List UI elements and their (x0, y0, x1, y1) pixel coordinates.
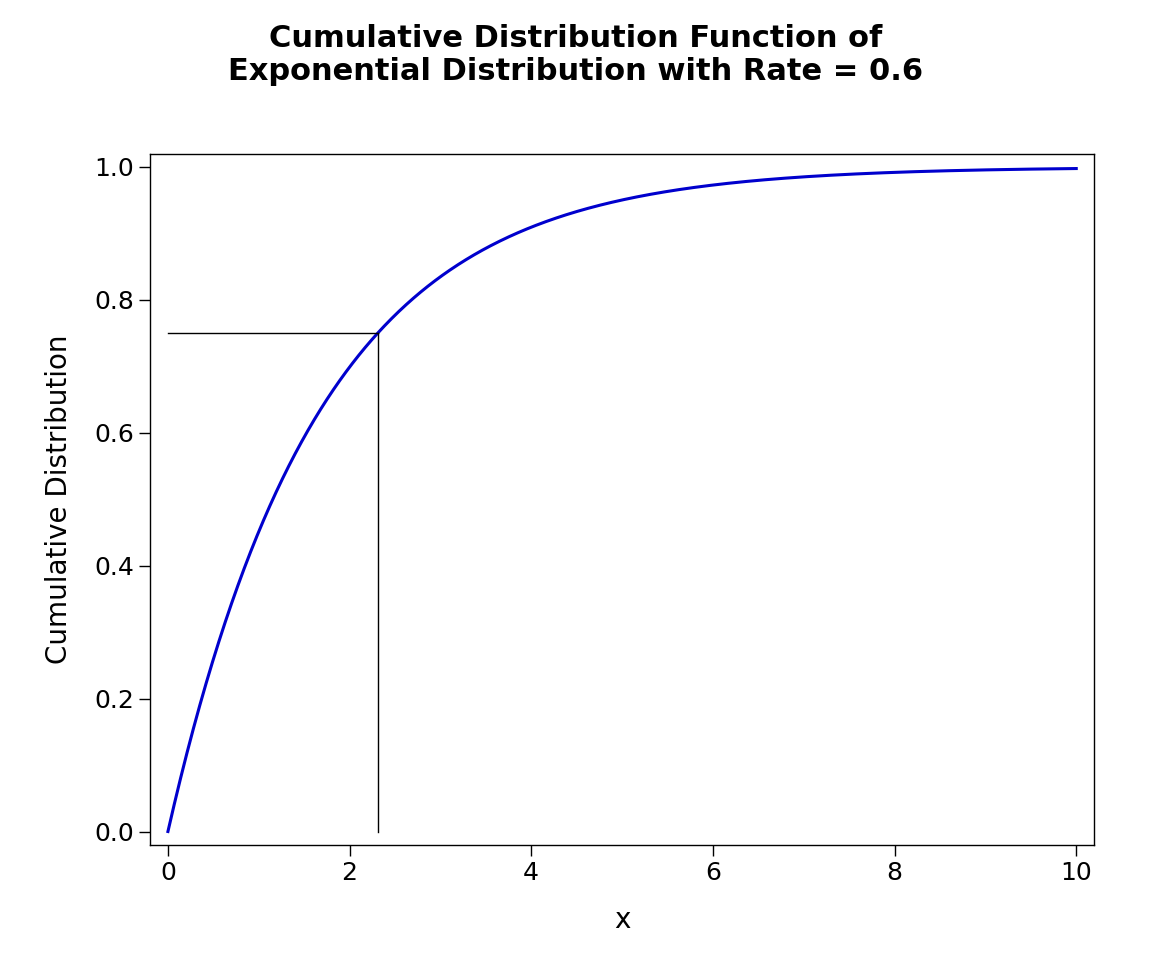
Text: Cumulative Distribution Function of
Exponential Distribution with Rate = 0.6: Cumulative Distribution Function of Expo… (228, 24, 924, 86)
Y-axis label: Cumulative Distribution: Cumulative Distribution (45, 334, 73, 664)
X-axis label: x: x (614, 905, 630, 934)
